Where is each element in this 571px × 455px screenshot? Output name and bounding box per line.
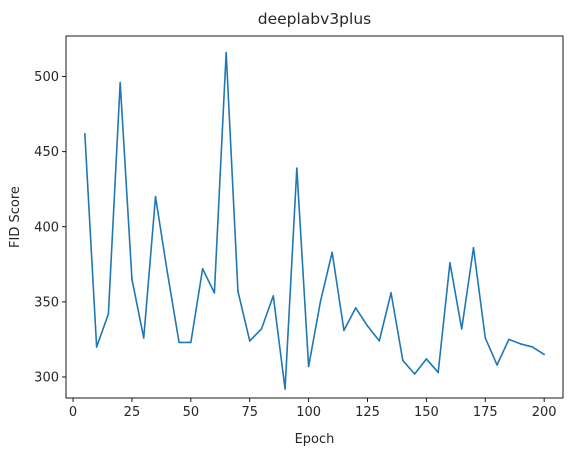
data-point xyxy=(237,290,239,293)
data-point xyxy=(508,338,510,341)
data-point xyxy=(154,195,157,198)
data-point xyxy=(413,373,416,375)
data-point xyxy=(178,341,180,344)
y-tick-label: 350 xyxy=(34,295,59,310)
series-line xyxy=(84,51,545,390)
data-point xyxy=(402,359,404,362)
x-tick-label: 150 xyxy=(414,405,439,420)
data-point xyxy=(131,278,133,281)
data-point xyxy=(107,313,110,315)
data-point xyxy=(425,358,428,360)
data-point xyxy=(296,167,298,169)
data-point xyxy=(225,51,227,54)
data-point xyxy=(484,337,487,339)
y-axis-label: FID Score xyxy=(8,186,23,248)
data-point xyxy=(284,388,286,390)
x-tick-label: 50 xyxy=(183,405,200,420)
data-point xyxy=(248,340,251,342)
data-point xyxy=(531,346,534,348)
data-point xyxy=(437,371,439,374)
data-point xyxy=(319,301,322,303)
x-tick-label: 200 xyxy=(532,405,557,420)
y-tick-label: 400 xyxy=(34,220,59,235)
y-axis-ticks: 300 350 400 450 500 xyxy=(34,70,66,385)
data-point xyxy=(307,365,310,368)
data-point xyxy=(260,328,263,330)
data-point xyxy=(366,325,369,327)
data-point xyxy=(84,132,86,135)
x-tick-label: 125 xyxy=(355,405,380,420)
data-point xyxy=(519,343,522,345)
y-tick-label: 300 xyxy=(34,370,59,385)
data-point xyxy=(354,307,357,309)
x-axis-ticks: 0 25 50 75 100 125 150 175 200 xyxy=(69,398,557,420)
x-tick-label: 75 xyxy=(241,405,258,420)
plot-frame xyxy=(65,35,564,399)
data-point xyxy=(472,246,475,249)
data-point xyxy=(543,353,545,356)
y-tick-label: 450 xyxy=(34,145,59,160)
data-point xyxy=(190,341,192,344)
data-point xyxy=(449,262,451,264)
data-point xyxy=(95,346,98,348)
x-tick-label: 0 xyxy=(69,405,77,420)
series-layer xyxy=(84,51,545,390)
data-point xyxy=(166,271,169,273)
data-point xyxy=(142,337,145,339)
data-point xyxy=(331,251,333,254)
data-point xyxy=(213,292,216,294)
x-tick-label: 100 xyxy=(296,405,321,420)
chart-title: deeplabv3plus xyxy=(258,10,371,28)
data-point xyxy=(496,364,498,366)
x-axis-label: Epoch xyxy=(295,432,335,447)
data-point xyxy=(378,340,381,342)
data-point xyxy=(272,295,275,297)
data-point xyxy=(201,268,204,270)
y-tick-label: 500 xyxy=(34,70,59,85)
x-tick-label: 25 xyxy=(124,405,141,420)
data-point xyxy=(119,81,121,84)
x-tick-label: 175 xyxy=(473,405,498,420)
data-point xyxy=(343,329,345,332)
data-point xyxy=(390,292,392,294)
data-point xyxy=(460,328,463,330)
